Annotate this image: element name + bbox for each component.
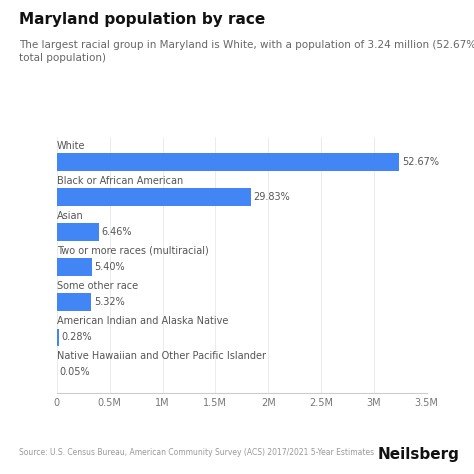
Bar — [57, 328, 59, 346]
Bar — [57, 153, 399, 171]
Text: 29.83%: 29.83% — [254, 192, 290, 202]
Bar — [57, 223, 99, 241]
Bar — [57, 293, 91, 311]
Text: Neilsberg: Neilsberg — [378, 447, 460, 462]
Text: Asian: Asian — [57, 211, 83, 221]
Text: 52.67%: 52.67% — [402, 157, 439, 167]
Text: Native Hawaiian and Other Pacific Islander: Native Hawaiian and Other Pacific Island… — [57, 351, 266, 361]
Text: 5.40%: 5.40% — [95, 262, 125, 272]
Text: 6.46%: 6.46% — [101, 227, 132, 237]
Text: 0.05%: 0.05% — [60, 367, 91, 377]
Text: Source: U.S. Census Bureau, American Community Survey (ACS) 2017/2021 5-Year Est: Source: U.S. Census Bureau, American Com… — [19, 448, 374, 457]
Text: Some other race: Some other race — [57, 281, 138, 291]
Bar — [57, 258, 92, 276]
Text: Two or more races (multiracial): Two or more races (multiracial) — [57, 246, 209, 256]
Text: Maryland population by race: Maryland population by race — [19, 12, 265, 27]
Text: The largest racial group in Maryland is White, with a population of 3.24 million: The largest racial group in Maryland is … — [19, 40, 474, 64]
Text: 5.32%: 5.32% — [94, 297, 125, 307]
Text: 0.28%: 0.28% — [61, 332, 92, 342]
Text: Black or African American: Black or African American — [57, 176, 183, 186]
Text: American Indian and Alaska Native: American Indian and Alaska Native — [57, 316, 228, 326]
Bar — [57, 188, 251, 206]
Text: White: White — [57, 141, 85, 151]
